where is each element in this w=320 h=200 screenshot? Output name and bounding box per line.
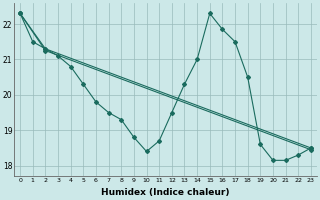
X-axis label: Humidex (Indice chaleur): Humidex (Indice chaleur) (101, 188, 230, 197)
